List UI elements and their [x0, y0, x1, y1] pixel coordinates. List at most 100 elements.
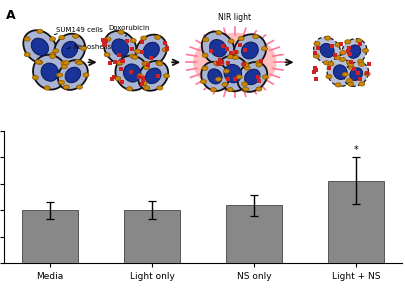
Ellipse shape [58, 60, 87, 90]
Ellipse shape [104, 31, 136, 64]
Ellipse shape [349, 68, 362, 80]
Ellipse shape [145, 68, 161, 84]
Circle shape [339, 57, 345, 62]
Circle shape [75, 60, 81, 64]
Text: NIR light: NIR light [218, 13, 251, 22]
Ellipse shape [237, 62, 266, 92]
Text: A: A [6, 9, 16, 22]
Circle shape [335, 83, 340, 87]
Circle shape [156, 61, 162, 65]
Circle shape [255, 63, 261, 67]
Circle shape [333, 55, 339, 60]
Circle shape [143, 86, 149, 90]
Circle shape [76, 85, 82, 89]
Circle shape [137, 74, 143, 78]
Ellipse shape [111, 39, 128, 56]
Ellipse shape [209, 39, 226, 57]
Circle shape [325, 74, 331, 79]
Circle shape [345, 60, 352, 65]
Circle shape [163, 74, 169, 78]
Circle shape [210, 88, 216, 92]
Circle shape [72, 34, 79, 38]
Circle shape [358, 82, 364, 86]
Text: SUM149 cells: SUM149 cells [55, 27, 102, 33]
Circle shape [142, 62, 147, 66]
Ellipse shape [201, 31, 234, 65]
Ellipse shape [241, 42, 258, 59]
Ellipse shape [233, 34, 265, 67]
Circle shape [126, 87, 132, 91]
Ellipse shape [123, 64, 141, 82]
Circle shape [323, 61, 329, 65]
Ellipse shape [207, 69, 222, 84]
Circle shape [83, 73, 89, 77]
Circle shape [61, 65, 67, 69]
Circle shape [215, 30, 221, 35]
Ellipse shape [138, 61, 168, 91]
Text: Doxorubicin: Doxorubicin [109, 25, 150, 31]
Circle shape [363, 72, 369, 76]
Circle shape [341, 72, 347, 77]
Circle shape [232, 50, 238, 54]
Circle shape [223, 69, 229, 73]
Circle shape [347, 62, 353, 66]
Ellipse shape [341, 39, 366, 65]
Text: *: * [353, 145, 357, 155]
Circle shape [156, 62, 162, 66]
Circle shape [215, 77, 221, 81]
Circle shape [255, 87, 261, 91]
Circle shape [53, 49, 59, 53]
Circle shape [24, 53, 30, 57]
Circle shape [162, 48, 168, 52]
Circle shape [49, 37, 55, 41]
Circle shape [49, 53, 55, 57]
Circle shape [132, 55, 137, 59]
Ellipse shape [31, 38, 48, 55]
Circle shape [116, 61, 122, 65]
Circle shape [357, 59, 363, 63]
Circle shape [200, 80, 206, 84]
Circle shape [344, 40, 350, 44]
Ellipse shape [115, 56, 149, 90]
Circle shape [242, 87, 248, 91]
Circle shape [76, 61, 82, 65]
Ellipse shape [215, 56, 249, 91]
Circle shape [193, 33, 276, 92]
Circle shape [242, 63, 248, 67]
Circle shape [58, 80, 64, 85]
Circle shape [37, 60, 43, 65]
Circle shape [202, 38, 208, 42]
Circle shape [37, 29, 43, 33]
Bar [22, 210, 78, 263]
Circle shape [241, 82, 247, 86]
Circle shape [57, 73, 62, 77]
Ellipse shape [244, 69, 260, 85]
Circle shape [324, 36, 330, 40]
Circle shape [104, 53, 110, 57]
Bar [327, 181, 383, 263]
Circle shape [313, 42, 319, 46]
Circle shape [59, 35, 64, 40]
Ellipse shape [143, 42, 159, 59]
Circle shape [348, 65, 354, 70]
Circle shape [327, 62, 333, 66]
Circle shape [238, 36, 243, 41]
Circle shape [143, 65, 149, 70]
Circle shape [346, 78, 352, 83]
Circle shape [222, 83, 227, 87]
Circle shape [358, 62, 364, 66]
Circle shape [339, 51, 345, 55]
Circle shape [313, 54, 319, 58]
Circle shape [228, 39, 234, 43]
Ellipse shape [326, 58, 353, 86]
Ellipse shape [347, 45, 360, 58]
Circle shape [334, 43, 340, 47]
Circle shape [141, 81, 147, 86]
Circle shape [24, 37, 30, 41]
Ellipse shape [201, 62, 228, 91]
Circle shape [35, 60, 41, 64]
Circle shape [156, 86, 162, 90]
Circle shape [117, 61, 123, 65]
Circle shape [214, 62, 220, 66]
Circle shape [129, 54, 135, 58]
